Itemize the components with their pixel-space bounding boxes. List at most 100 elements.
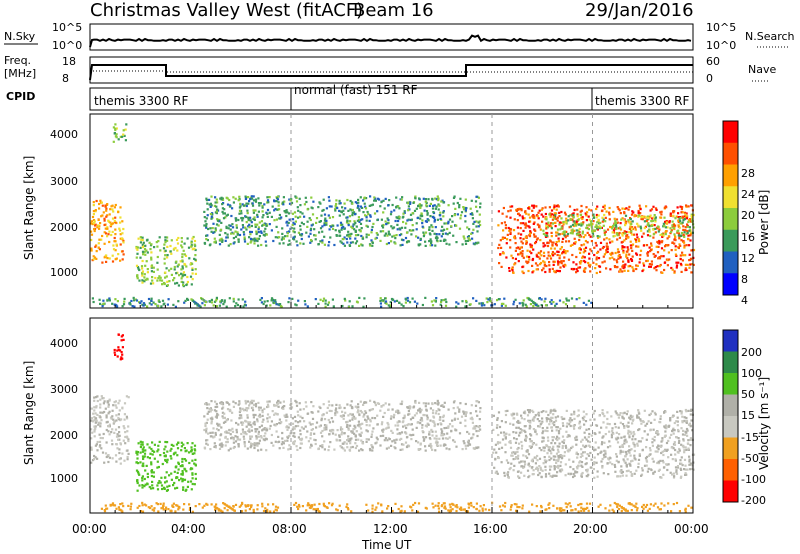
velocity-cell-3 (264, 432, 267, 435)
power-cell-3 (479, 202, 482, 205)
velocity-cell-3 (203, 447, 207, 450)
power-cell-3 (358, 218, 361, 222)
power-cell-3 (446, 233, 449, 236)
power-cell-4 (538, 297, 541, 300)
power-cbar-tick-4: 4 (741, 294, 748, 307)
power-cell-3 (351, 227, 354, 230)
power-cell-5 (623, 266, 626, 269)
power-cell-5 (605, 242, 608, 245)
power-cell-5 (623, 239, 626, 242)
velocity-cell-0 (96, 440, 99, 444)
power-cell-4 (532, 305, 535, 308)
power-cell-3 (309, 241, 312, 244)
velocity-cell-3 (254, 402, 258, 406)
velocity-cell-3 (373, 417, 377, 420)
power-cell-5 (653, 255, 656, 258)
velocity-cell-4 (129, 508, 132, 511)
power-cell-5 (624, 222, 628, 225)
velocity-cell-4 (275, 509, 278, 512)
power-cell-3 (400, 226, 404, 229)
power-cell-0 (97, 224, 100, 227)
power-cell-3 (263, 203, 266, 206)
power-cell-2 (163, 257, 166, 260)
power-cell-5 (630, 213, 634, 216)
velocity-cell-5 (534, 414, 537, 417)
power-cell-5 (525, 224, 528, 227)
power-cell-1 (123, 134, 126, 137)
power-cell-5 (577, 266, 580, 269)
power-cell-3 (249, 241, 252, 244)
power-cell-4 (242, 305, 245, 308)
power-cell-3 (228, 204, 232, 207)
power-cell-3 (470, 212, 474, 215)
power-cell-5 (590, 209, 593, 212)
velocity-cell-5 (582, 444, 585, 447)
power-cell-3 (431, 216, 434, 219)
power-cell-4 (116, 300, 119, 303)
velocity-cell-4 (626, 509, 629, 512)
velocity-cell-3 (402, 425, 405, 428)
velocity-cell-4 (244, 505, 248, 508)
velocity-cell-4 (500, 509, 503, 512)
power-cell-0 (113, 240, 116, 243)
power-cell-3 (464, 214, 467, 218)
power-cell-5 (608, 218, 611, 221)
velocity-cell-2 (141, 479, 144, 482)
power-cell-5 (500, 246, 503, 249)
power-cell-0 (105, 209, 108, 212)
power-cell-0 (90, 222, 93, 225)
power-cell-5 (637, 211, 640, 214)
power-cell-3 (340, 228, 343, 231)
power-cell-3 (314, 234, 317, 237)
power-cell-5 (589, 263, 592, 266)
velocity-cell-3 (207, 410, 210, 413)
power-cell-2 (173, 277, 176, 280)
power-cell-2 (166, 280, 169, 283)
velocity-cell-3 (208, 408, 211, 411)
power-cell-3 (214, 229, 217, 232)
power-cell-5 (618, 209, 621, 212)
velocity-cell-0 (110, 431, 113, 434)
velocity-cell-3 (365, 440, 368, 443)
velocity-cell-3 (339, 426, 343, 429)
power-cell-5 (558, 233, 561, 236)
velocity-cell-2 (174, 451, 177, 454)
power-cell-3 (238, 209, 242, 212)
velocity-cell-3 (247, 429, 250, 432)
power-cell-6 (599, 221, 602, 224)
power-cell-2 (146, 251, 149, 254)
velocity-cell-3 (260, 448, 263, 451)
velocity-cell-3 (394, 424, 397, 427)
power-cell-4 (123, 297, 126, 300)
power-cell-3 (255, 230, 258, 233)
power-cell-6 (559, 228, 562, 231)
velocity-cell-2 (193, 452, 196, 455)
power-cell-5 (526, 249, 529, 252)
power-cell-2 (146, 271, 149, 274)
power-cell-3 (395, 234, 398, 237)
velocity-cell-5 (659, 415, 662, 418)
power-cell-1 (114, 128, 117, 132)
velocity-cell-3 (311, 417, 315, 420)
velocity-cell-3 (310, 443, 313, 446)
power-cell-5 (533, 233, 536, 236)
power-cell-5 (539, 228, 542, 231)
power-cell-3 (338, 229, 341, 232)
power-cell-5 (519, 237, 522, 240)
velocity-cell-5 (518, 476, 521, 479)
power-cell-3 (241, 224, 244, 227)
power-cell-3 (323, 219, 327, 222)
power-cell-5 (552, 254, 555, 257)
velocity-cell-3 (219, 443, 222, 446)
velocity-cell-3 (432, 415, 435, 418)
velocity-cell-3 (351, 430, 354, 433)
velocity-cell-3 (292, 441, 295, 444)
power-cell-2 (156, 268, 159, 271)
power-cell-2 (158, 236, 161, 239)
velocity-cell-3 (358, 412, 361, 415)
power-cell-4 (150, 299, 153, 302)
power-cell-2 (141, 259, 144, 263)
power-cell-6 (621, 232, 624, 235)
power-cell-3 (243, 238, 246, 241)
velocity-cell-0 (118, 438, 121, 441)
